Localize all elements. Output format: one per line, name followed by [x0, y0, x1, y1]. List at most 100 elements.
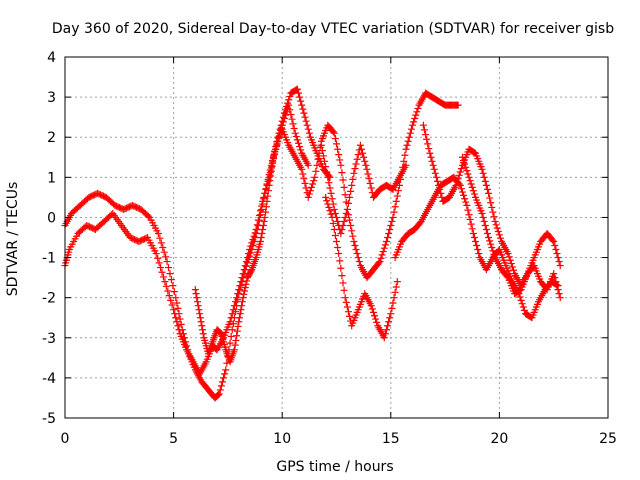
data-point	[341, 213, 349, 221]
data-point	[376, 258, 384, 266]
data-point	[250, 232, 258, 240]
data-point	[159, 244, 167, 252]
data-point	[241, 287, 249, 295]
data-point	[248, 239, 256, 247]
data-point	[426, 149, 434, 157]
data-point	[354, 151, 362, 159]
data-point	[469, 229, 477, 237]
data-point	[286, 92, 294, 100]
data-point	[264, 187, 272, 195]
data-point	[247, 267, 255, 275]
data-point	[340, 183, 348, 191]
data-point	[382, 326, 390, 334]
data-point	[233, 327, 241, 335]
data-point	[297, 97, 305, 105]
x-tick-label: 10	[273, 431, 291, 447]
data-point	[457, 185, 465, 193]
data-point	[173, 299, 181, 307]
data-point	[267, 167, 275, 175]
data-point	[233, 294, 241, 302]
series-track-c	[191, 121, 286, 366]
data-point	[456, 168, 464, 176]
data-point	[305, 129, 313, 137]
data-point	[473, 242, 481, 250]
data-point	[243, 254, 251, 262]
data-point	[496, 234, 504, 242]
data-point	[360, 153, 368, 161]
data-point	[341, 294, 349, 302]
data-point	[402, 161, 410, 169]
data-point	[231, 341, 239, 349]
data-point	[469, 187, 477, 195]
data-point	[303, 121, 311, 129]
data-point	[462, 163, 470, 171]
y-axis-label: SDTVAR / TECUs	[5, 182, 21, 297]
data-point	[486, 194, 494, 202]
data-point	[492, 221, 500, 229]
data-point	[331, 209, 339, 217]
data-point	[311, 173, 319, 181]
data-point	[474, 246, 482, 254]
data-point	[338, 169, 346, 177]
data-point	[490, 250, 498, 258]
data-point	[387, 310, 395, 318]
y-tick-label: -2	[42, 291, 56, 307]
y-tick-label: 2	[47, 130, 56, 146]
data-point	[291, 129, 299, 137]
data-point	[377, 254, 385, 262]
data-point	[493, 224, 501, 232]
data-point	[428, 157, 436, 165]
data-point	[386, 314, 394, 322]
data-point	[264, 192, 272, 200]
x-tick-label: 15	[382, 431, 400, 447]
data-point	[298, 165, 306, 173]
data-point	[391, 288, 399, 296]
data-point	[550, 270, 558, 278]
data-point	[265, 181, 273, 189]
series-track-f	[317, 141, 410, 237]
data-point	[393, 278, 401, 286]
y-tick-label: -3	[42, 331, 56, 347]
data-point	[260, 217, 268, 225]
data-point	[323, 168, 331, 176]
data-point	[551, 242, 559, 250]
data-point	[478, 209, 486, 217]
data-point	[367, 302, 375, 310]
data-point	[335, 151, 343, 159]
data-point	[555, 290, 563, 298]
grid-layer	[65, 57, 608, 418]
data-point	[259, 221, 267, 229]
data-point	[267, 172, 275, 180]
data-point	[239, 294, 247, 302]
data-point	[312, 167, 320, 175]
data-point	[218, 378, 226, 386]
data-point	[392, 197, 400, 205]
data-point	[154, 229, 162, 237]
data-point	[214, 391, 222, 399]
data-point	[342, 209, 350, 217]
data-point	[407, 125, 415, 133]
data-point	[198, 322, 206, 330]
series-track-g	[391, 173, 562, 322]
data-point	[216, 386, 224, 394]
data-point	[325, 203, 333, 211]
data-point	[330, 129, 338, 137]
data-point	[257, 234, 265, 241]
data-point	[331, 135, 339, 143]
data-point	[519, 303, 527, 311]
data-point	[304, 193, 312, 201]
data-point	[299, 170, 307, 178]
data-point	[485, 189, 493, 197]
data-point	[162, 282, 170, 290]
data-point	[157, 264, 165, 272]
series-track-b	[61, 101, 312, 378]
data-point	[466, 215, 474, 223]
data-point	[391, 203, 399, 211]
data-point	[393, 192, 401, 200]
data-point	[334, 217, 342, 225]
data-point	[482, 181, 490, 189]
data-point	[166, 270, 174, 278]
data-point	[221, 370, 229, 378]
data-point	[402, 145, 410, 153]
data-point	[487, 240, 495, 248]
